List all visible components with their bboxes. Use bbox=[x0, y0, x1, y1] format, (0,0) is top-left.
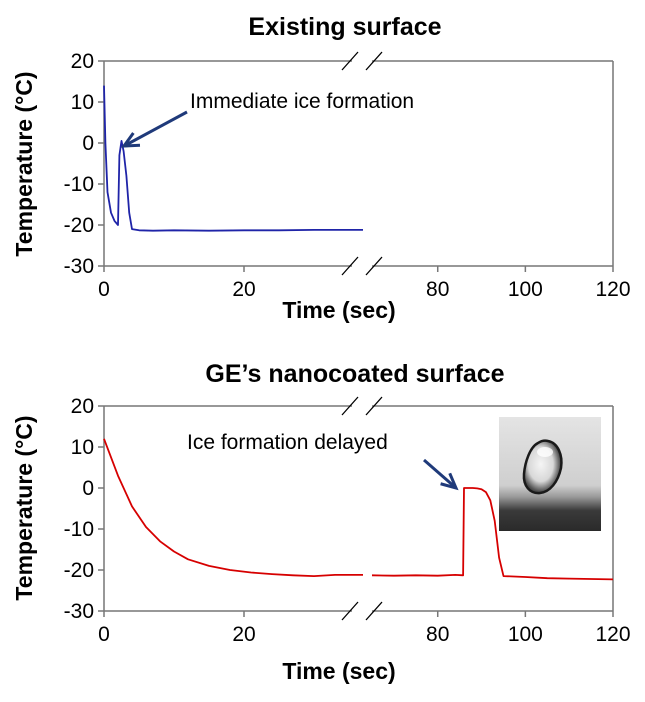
axis-break-mark bbox=[365, 601, 383, 621]
chart-title: GE’s nanocoated surface bbox=[205, 360, 504, 388]
y-tick-label: -10 bbox=[64, 173, 94, 196]
y-tick-label: -10 bbox=[64, 518, 94, 541]
axis-break-mark bbox=[365, 396, 383, 416]
x-tick-label: 80 bbox=[426, 278, 449, 301]
y-tick-label: -20 bbox=[64, 559, 94, 582]
axis-break-gap bbox=[352, 257, 372, 275]
annotation-arrowhead bbox=[120, 132, 141, 148]
x-tick-label: 80 bbox=[426, 623, 449, 646]
y-tick-label: 0 bbox=[82, 132, 94, 155]
x-tick-label: 20 bbox=[232, 623, 255, 646]
series-line bbox=[371, 487, 614, 581]
axis-break-gap bbox=[352, 397, 372, 415]
chart-title: Existing surface bbox=[248, 13, 441, 41]
droplet-inset-image bbox=[499, 417, 601, 531]
x-tick-label: 100 bbox=[508, 623, 543, 646]
axis-break-mark bbox=[341, 51, 359, 71]
axis-break-mark bbox=[365, 51, 383, 71]
axis-break-gap bbox=[352, 52, 372, 70]
y-tick-label: -30 bbox=[64, 255, 94, 278]
y-tick-label: -30 bbox=[64, 600, 94, 623]
existing-surface-chart: Existing surface Temperature (°C) Time (… bbox=[11, 13, 631, 323]
x-tick-label: 20 bbox=[232, 278, 255, 301]
y-tick-label: 10 bbox=[71, 436, 94, 459]
x-tick-label: 100 bbox=[508, 278, 543, 301]
axis-break-mark bbox=[341, 601, 359, 621]
nanocoated-surface-chart: GE’s nanocoated surface Temperature (°C)… bbox=[11, 360, 631, 684]
series-line bbox=[103, 85, 363, 232]
x-tick-label: 120 bbox=[595, 278, 630, 301]
y-tick-label: 0 bbox=[82, 477, 94, 500]
axis-break-mark bbox=[341, 396, 359, 416]
x-tick-label: 0 bbox=[98, 278, 110, 301]
annotation-label: Immediate ice formation bbox=[190, 90, 414, 113]
y-axis-label: Temperature (°C) bbox=[11, 415, 37, 600]
axis-break-mark bbox=[341, 256, 359, 276]
annotation-arrow bbox=[423, 458, 457, 490]
series-line bbox=[103, 438, 363, 577]
y-axis-label: Temperature (°C) bbox=[11, 71, 37, 256]
y-tick-label: 10 bbox=[71, 91, 94, 114]
y-tick-label: 20 bbox=[71, 395, 94, 418]
annotation-arrowhead bbox=[440, 472, 459, 491]
x-axis-label: Time (sec) bbox=[282, 297, 395, 323]
x-tick-label: 0 bbox=[98, 623, 110, 646]
annotation-arrow bbox=[123, 110, 188, 148]
annotation-label: Ice formation delayed bbox=[187, 431, 388, 454]
x-axis-label: Time (sec) bbox=[282, 658, 395, 684]
y-tick-label: -20 bbox=[64, 214, 94, 237]
axis-break-mark bbox=[365, 256, 383, 276]
y-tick-label: 20 bbox=[71, 50, 94, 73]
axis-break-gap bbox=[352, 602, 372, 620]
x-tick-label: 120 bbox=[595, 623, 630, 646]
